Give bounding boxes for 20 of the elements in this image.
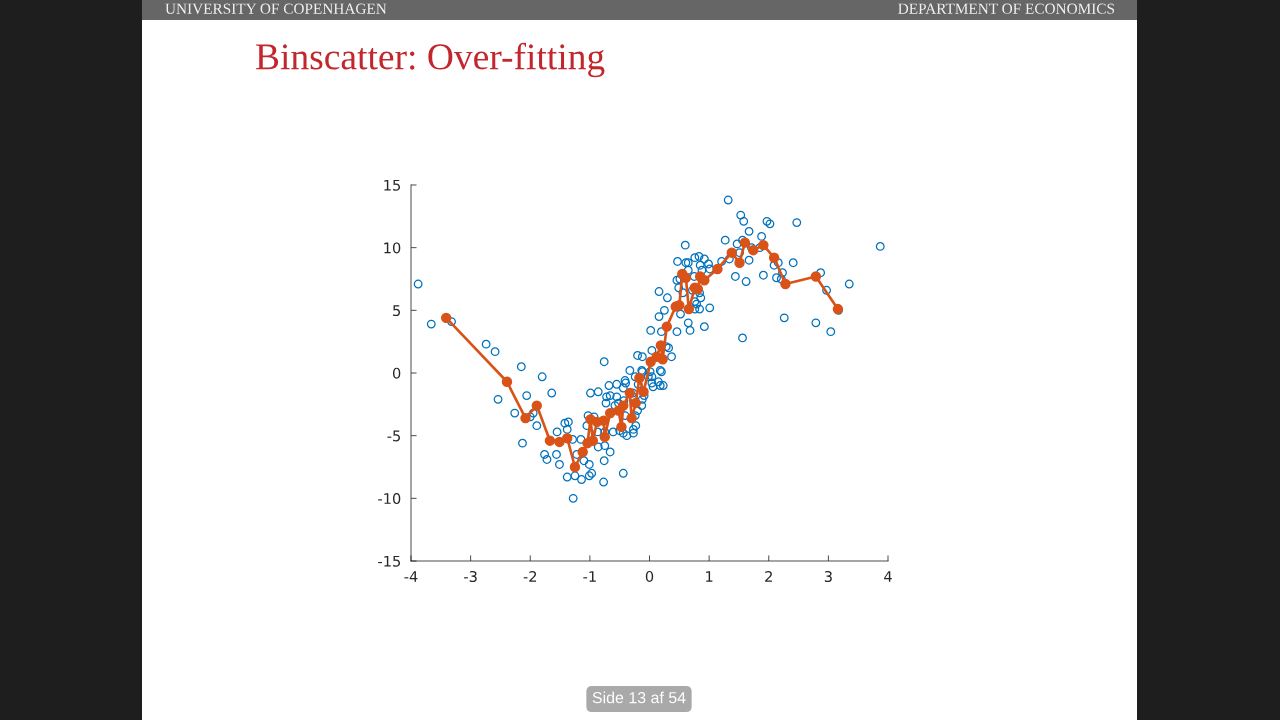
y-tick-label: 0: [392, 367, 401, 379]
x-tick-label: 1: [706, 571, 713, 582]
x-tick-label: -2: [523, 570, 537, 582]
y-tick-label: 5: [393, 305, 400, 317]
y-tick-label: -15: [378, 555, 400, 567]
chart-title: Binscatter: Over-fitting: [256, 42, 605, 78]
x-tick-label: 0: [645, 570, 654, 583]
x-tick-label: -1: [583, 571, 596, 582]
text: DEPARTMENT OF ECONOMICS: [898, 3, 1115, 14]
x-tick-label: 4: [884, 571, 892, 582]
y-tick-label: 15: [384, 179, 400, 191]
x-tick-label: -4: [404, 571, 418, 582]
y-tick-label: 10: [384, 242, 401, 254]
y-tick-label: -5: [387, 430, 400, 442]
x-tick-label: -3: [464, 570, 477, 583]
x-tick-label: 2: [765, 570, 772, 582]
text: UNIVERSITY OF COPENHAGEN: [165, 3, 387, 14]
text: Side 13 af 54: [592, 691, 686, 704]
y-tick-label: -10: [378, 493, 401, 505]
x-tick-label: 3: [824, 570, 832, 583]
